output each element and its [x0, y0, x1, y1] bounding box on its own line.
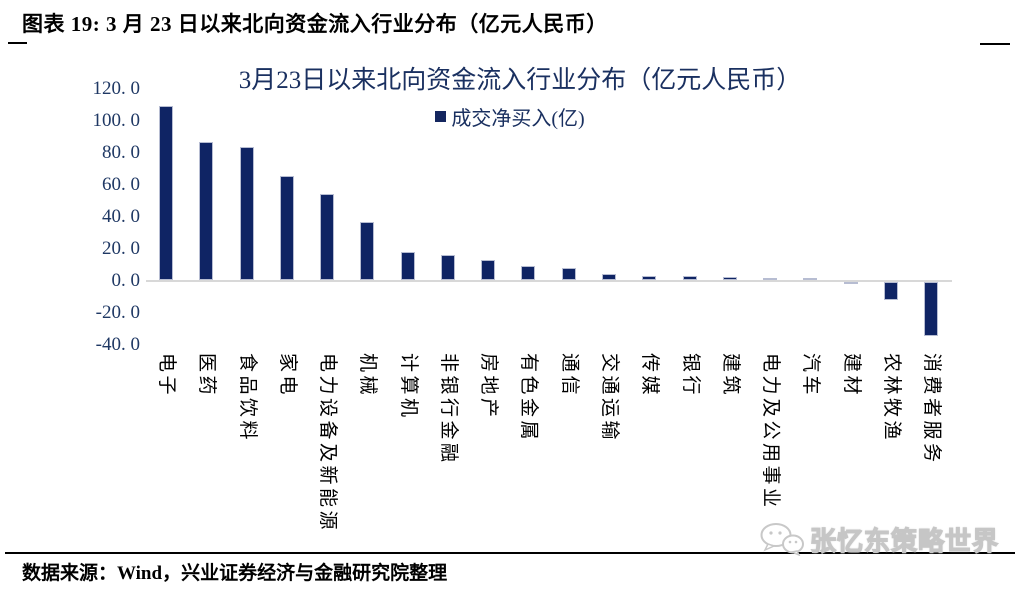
y-tick-label: 40. 0 — [102, 205, 140, 227]
x-label-非银行金融: 非银行金融 — [437, 353, 459, 466]
bar-机械 — [360, 221, 375, 280]
x-label-通信: 通信 — [558, 353, 580, 399]
bar-通信 — [561, 267, 576, 280]
legend-label: 成交净买入(亿) — [451, 108, 585, 130]
x-label-电子: 电子 — [156, 353, 178, 399]
x-label-交通运输: 交通运输 — [598, 353, 620, 444]
x-label-银行: 银行 — [679, 353, 701, 399]
x-label-有色金属: 有色金属 — [518, 353, 540, 444]
x-label-电力设备及新能源: 电力设备及新能源 — [317, 353, 339, 534]
y-tick-label: 0. 0 — [111, 270, 141, 291]
y-tick-label: -40. 0 — [95, 334, 140, 356]
bar-汽车 — [803, 277, 818, 280]
bar-交通运输 — [601, 273, 616, 280]
source-note: 数据来源：Wind，兴业证券经济与金融研究院整理 — [22, 563, 448, 584]
x-label-计算机: 计算机 — [397, 353, 419, 421]
x-label-建材: 建材 — [840, 353, 862, 399]
bottom-rule — [5, 552, 1015, 554]
bar-电力设备及新能源 — [320, 194, 335, 280]
y-tick-label: 100. 0 — [92, 109, 141, 131]
bar-非银行金融 — [440, 255, 455, 280]
chart-title: 3月23日以来北向资金流入行业分布（亿元人民币） — [238, 67, 802, 94]
x-label-食品饮料: 食品饮料 — [236, 353, 258, 444]
x-label-房地产: 房地产 — [478, 353, 500, 421]
bar-电力及公用事业 — [763, 277, 778, 280]
x-label-农林牧渔: 农林牧渔 — [880, 353, 902, 444]
x-label-机械: 机械 — [357, 353, 379, 399]
x-label-建筑: 建筑 — [719, 353, 741, 399]
legend-swatch-icon — [435, 111, 447, 122]
y-tick-label: 60. 0 — [102, 173, 140, 195]
zero-axis-line — [146, 280, 952, 282]
x-label-电力及公用事业: 电力及公用事业 — [760, 353, 782, 511]
bar-家电 — [279, 175, 294, 280]
bar-房地产 — [481, 259, 496, 280]
bar-食品饮料 — [239, 146, 254, 280]
top-left-rule — [8, 42, 27, 44]
y-tick-label: -20. 0 — [95, 302, 140, 324]
bar-农林牧渔 — [883, 282, 898, 300]
x-label-汽车: 汽车 — [800, 353, 822, 399]
bar-传媒 — [642, 275, 657, 280]
wechat-logo-icon — [760, 523, 804, 556]
bar-电子 — [159, 106, 174, 280]
x-label-消费者服务: 消费者服务 — [921, 353, 943, 466]
x-label-医药: 医药 — [196, 353, 218, 399]
x-label-家电: 家电 — [276, 353, 298, 399]
bar-建筑 — [722, 276, 737, 280]
watermark: 张忆东策略世界 — [758, 522, 999, 556]
y-tick-label: 80. 0 — [102, 141, 140, 163]
bar-医药 — [199, 142, 214, 280]
top-right-rule — [980, 43, 1010, 45]
bar-消费者服务 — [924, 282, 939, 336]
chart-legend: 成交净买入(亿) — [0, 102, 1020, 131]
bar-计算机 — [400, 251, 415, 280]
bar-银行 — [682, 276, 697, 280]
bar-建材 — [843, 282, 858, 284]
y-tick-label: 20. 0 — [102, 237, 140, 259]
bar-有色金属 — [521, 266, 536, 280]
y-tick-label: 120. 0 — [92, 77, 141, 99]
watermark-text: 张忆东策略世界 — [809, 526, 1000, 556]
x-label-传媒: 传媒 — [639, 353, 661, 399]
figure-caption: 图表 19: 3 月 23 日以来北向资金流入行业分布（亿元人民币） — [22, 12, 608, 36]
